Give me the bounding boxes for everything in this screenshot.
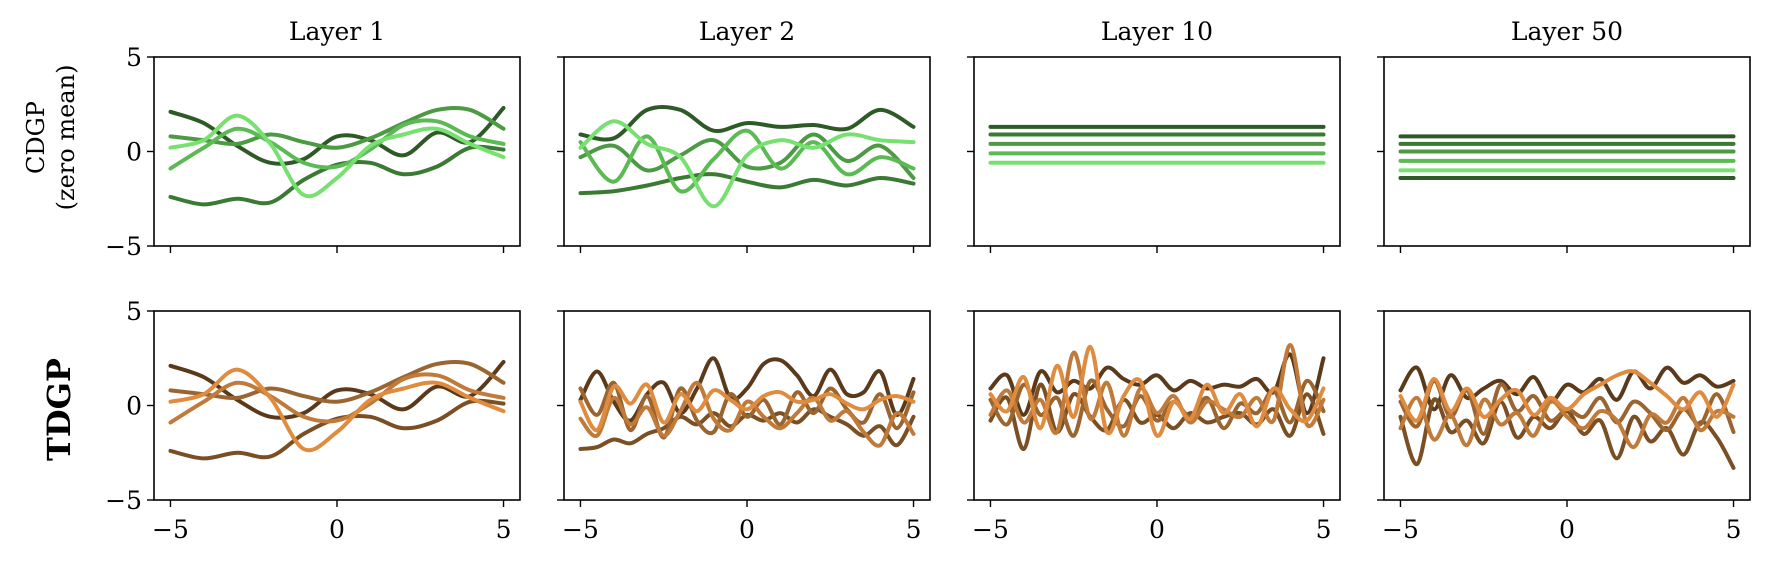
- series-line-tdgp-layer-1-4: [168, 372, 506, 425]
- x-tick-label-tdgp-layer-2-2: 5: [906, 515, 922, 544]
- row-label-cdgp: CDGP: [22, 101, 50, 174]
- y-tick-label-cdgp-layer-1-1: 0: [126, 138, 142, 167]
- series-line-cdgp-layer-1-4: [168, 118, 506, 171]
- series-line-tdgp-layer-4-1: [1398, 365, 1736, 412]
- series-line-tdgp-layer-4-4: [1398, 395, 1736, 450]
- y-tick-label-tdgp-layer-1-1: 0: [126, 392, 142, 421]
- series-line-tdgp-layer-3-4: [988, 342, 1326, 438]
- x-tick-label-tdgp-layer-3-1: 0: [1149, 515, 1165, 544]
- y-tick-label-tdgp-layer-1-0: −5: [105, 486, 142, 515]
- series-line-tdgp-layer-4-5: [1398, 369, 1736, 423]
- x-tick-label-tdgp-layer-3-2: 5: [1316, 515, 1332, 544]
- y-tick-label-tdgp-layer-1-2: 5: [126, 297, 142, 326]
- series-line-tdgp-layer-1-3: [168, 359, 506, 404]
- y-tick-label-cdgp-layer-1-2: 5: [126, 43, 142, 72]
- series-line-cdgp-layer-2-5: [578, 119, 916, 209]
- column-title-4: Layer 50: [1511, 17, 1623, 46]
- x-tick-label-tdgp-layer-2-1: 0: [739, 515, 755, 544]
- series-line-tdgp-layer-2-1: [578, 356, 916, 423]
- series-line-tdgp-layer-2-4: [578, 380, 916, 448]
- x-tick-label-tdgp-layer-4-1: 0: [1559, 515, 1575, 544]
- x-tick-label-tdgp-layer-1-1: 0: [329, 515, 345, 544]
- series-line-cdgp-layer-1-3: [168, 105, 506, 150]
- series-line-cdgp-layer-2-4: [578, 128, 916, 194]
- series-line-tdgp-layer-2-5: [578, 382, 916, 433]
- column-title-3: Layer 10: [1101, 17, 1213, 46]
- series-line-cdgp-layer-1-1: [168, 106, 506, 166]
- panel-frame-cdgp-layer-2: [563, 56, 931, 247]
- series-line-tdgp-layer-1-1: [168, 360, 506, 420]
- x-tick-label-tdgp-layer-1-0: −5: [152, 515, 189, 544]
- y-tick-label-cdgp-layer-1-0: −5: [105, 232, 142, 261]
- x-tick-label-tdgp-layer-4-0: −5: [1382, 515, 1419, 544]
- x-tick-label-tdgp-layer-4-2: 5: [1726, 515, 1742, 544]
- x-tick-label-tdgp-layer-1-2: 5: [496, 515, 512, 544]
- column-title-1: Layer 1: [289, 17, 385, 46]
- series-line-cdgp-layer-1-5: [168, 113, 506, 199]
- row-label-cdgp-sub: (zero mean): [52, 65, 80, 211]
- series-line-cdgp-layer-2-3: [578, 132, 916, 180]
- series-line-cdgp-layer-2-2: [578, 172, 916, 196]
- series-line-tdgp-layer-3-5: [988, 344, 1326, 438]
- row-label-tdgp: TDGP: [40, 358, 78, 461]
- column-title-2: Layer 2: [699, 17, 795, 46]
- series-line-cdgp-layer-2-1: [578, 104, 916, 142]
- x-tick-label-tdgp-layer-2-0: −5: [562, 515, 599, 544]
- x-tick-label-tdgp-layer-3-0: −5: [972, 515, 1009, 544]
- series-line-tdgp-layer-1-5: [168, 367, 506, 453]
